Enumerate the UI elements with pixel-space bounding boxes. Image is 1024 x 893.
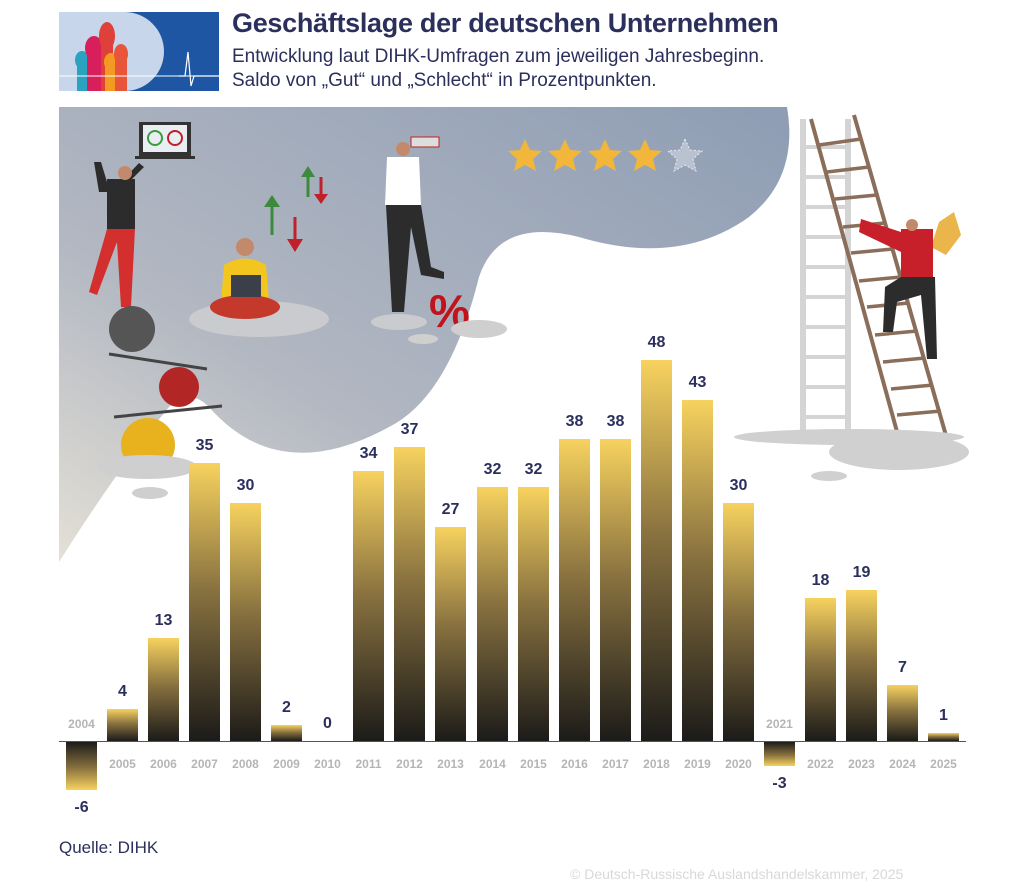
year-label-2023: 2023 [848, 757, 875, 771]
year-label-2007: 2007 [191, 757, 218, 771]
subtitle-line-1: Entwicklung laut DIHK-Umfragen zum jewei… [232, 46, 765, 67]
up-down-arrows-icon [264, 166, 328, 252]
bar-2015 [518, 487, 549, 741]
value-label-2010: 0 [323, 715, 332, 732]
chart-subtitle: Entwicklung laut DIHK-Umfragen zum jewei… [232, 45, 764, 93]
value-label-2023: 19 [852, 564, 871, 581]
bar-2018 [641, 360, 672, 741]
bar-2016 [559, 439, 590, 741]
bar-2006 [148, 638, 179, 741]
x-axis-line [59, 741, 966, 742]
year-label-2024: 2024 [889, 757, 916, 771]
value-label-2016: 38 [565, 413, 584, 430]
bar-2024 [887, 685, 918, 741]
bar-2013 [435, 527, 466, 741]
year-label-2025: 2025 [930, 757, 957, 771]
bar-2007 [189, 463, 220, 741]
value-label-2009: 2 [282, 699, 291, 716]
header-logo [59, 12, 219, 91]
value-label-2006: 13 [154, 612, 173, 629]
value-label-2008: 30 [236, 477, 255, 494]
value-label-2005: 4 [118, 683, 127, 700]
bar-2014 [477, 487, 508, 741]
bar-2008 [230, 503, 261, 741]
bar-2022 [805, 598, 836, 741]
value-label-2007: 35 [195, 437, 214, 454]
bar-2020 [723, 503, 754, 741]
value-label-2012: 37 [400, 421, 419, 438]
bar-2005 [107, 709, 138, 741]
bar-2017 [600, 439, 631, 741]
rating-stars-icon [508, 137, 704, 172]
bar-2009 [271, 725, 302, 741]
bar-2023 [846, 590, 877, 741]
year-label-2004: 2004 [68, 717, 95, 731]
value-label-2021: -3 [772, 775, 787, 792]
year-label-2012: 2012 [396, 757, 423, 771]
year-label-2009: 2009 [273, 757, 300, 771]
year-label-2010: 2010 [314, 757, 341, 771]
year-label-2011: 2011 [355, 757, 382, 771]
value-label-2025: 1 [939, 707, 948, 724]
year-label-2008: 2008 [232, 757, 259, 771]
value-label-2022: 18 [811, 572, 830, 589]
bar-2012 [394, 447, 425, 741]
year-label-2013: 2013 [437, 757, 464, 771]
value-label-2004: -6 [74, 799, 89, 816]
subtitle-line-2: Saldo von „Gut“ und „Schlecht“ in Prozen… [232, 70, 657, 91]
value-label-2024: 7 [898, 659, 907, 676]
bar-2019 [682, 400, 713, 741]
year-label-2006: 2006 [150, 757, 177, 771]
year-label-2022: 2022 [807, 757, 834, 771]
year-label-2016: 2016 [561, 757, 588, 771]
year-label-2017: 2017 [602, 757, 629, 771]
bar-2021 [764, 742, 795, 766]
value-label-2015: 32 [524, 461, 543, 478]
copyright-note: © Deutsch-Russische Auslandshandelskamme… [570, 866, 904, 882]
value-label-2011: 34 [359, 445, 378, 462]
bar-2025 [928, 733, 959, 741]
value-label-2017: 38 [606, 413, 625, 430]
bar-2004 [66, 742, 97, 790]
value-label-2020: 30 [729, 477, 748, 494]
value-label-2013: 27 [441, 501, 460, 518]
year-label-2015: 2015 [520, 757, 547, 771]
kremlin-domes-icon [59, 22, 219, 91]
year-label-2019: 2019 [684, 757, 711, 771]
source-note: Quelle: DIHK [59, 838, 159, 857]
bar-2011 [353, 471, 384, 741]
year-label-2021: 2021 [766, 717, 793, 731]
year-label-2018: 2018 [643, 757, 670, 771]
year-label-2020: 2020 [725, 757, 752, 771]
illustration: % [59, 107, 969, 562]
year-label-2005: 2005 [109, 757, 136, 771]
value-label-2018: 48 [647, 334, 666, 351]
value-label-2019: 43 [688, 374, 707, 391]
year-label-2014: 2014 [479, 757, 506, 771]
value-label-2014: 32 [483, 461, 502, 478]
chart-title: Geschäftslage der deutschen Unternehmen [232, 8, 779, 38]
